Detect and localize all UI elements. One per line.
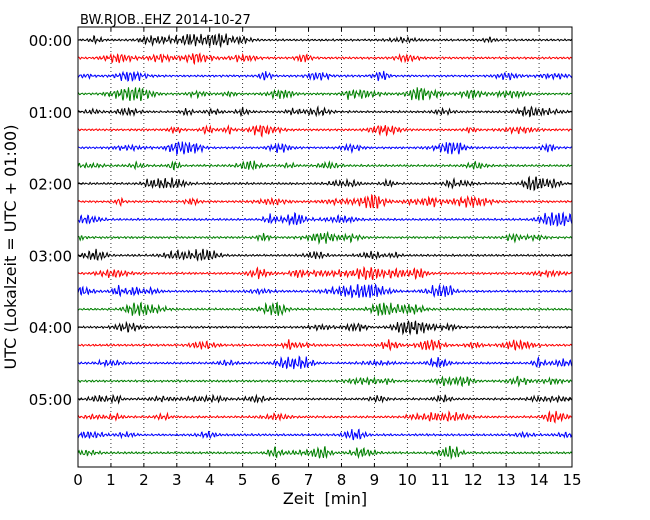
x-tick-label: 10 xyxy=(398,471,417,489)
x-tick-label: 4 xyxy=(205,471,215,489)
x-tick-label: 8 xyxy=(337,471,347,489)
x-tick-label: 7 xyxy=(304,471,314,489)
x-tick-label: 14 xyxy=(530,471,549,489)
vertical-grid xyxy=(110,27,540,467)
x-axis-label: Zeit [min] xyxy=(283,489,367,508)
x-tick-label: 2 xyxy=(139,471,149,489)
trace-0445 xyxy=(77,375,573,388)
trace-0030 xyxy=(77,70,573,82)
trace-0515 xyxy=(77,410,573,424)
trace-0115 xyxy=(77,124,573,138)
plot-frame xyxy=(77,26,573,468)
seismogram-traces xyxy=(77,33,573,460)
trace-0230 xyxy=(77,211,573,228)
trace-0200 xyxy=(77,175,573,192)
trace-0130 xyxy=(77,141,573,156)
trace-0530 xyxy=(77,428,573,441)
trace-0215 xyxy=(77,193,573,209)
trace-0300 xyxy=(77,248,573,262)
y-axis-ticks: 00:00 01:00 02:00 03:00 04:00 05:00 xyxy=(29,32,572,409)
trace-0430 xyxy=(77,355,573,370)
trace-0245 xyxy=(77,230,573,245)
y-tick-label: 03:00 xyxy=(29,247,72,265)
y-tick-label: 04:00 xyxy=(29,319,72,337)
x-axis-ticks: 0 1 2 3 4 5 6 7 8 9 10 11 12 13 14 15 xyxy=(73,27,582,489)
trace-0145 xyxy=(77,160,573,171)
y-axis-label: UTC (Lokalzeit = UTC + 01:00) xyxy=(1,125,20,370)
x-tick-label: 9 xyxy=(370,471,380,489)
trace-0100 xyxy=(77,105,573,118)
x-tick-label: 6 xyxy=(271,471,281,489)
y-tick-label: 00:00 xyxy=(29,32,72,50)
x-tick-label: 0 xyxy=(73,471,83,489)
x-tick-label: 1 xyxy=(106,471,116,489)
trace-0415 xyxy=(77,339,573,352)
x-tick-label: 13 xyxy=(497,471,516,489)
x-tick-label: 12 xyxy=(464,471,483,489)
trace-0545 xyxy=(77,445,573,460)
chart-title: BW.RJOB..EHZ 2014-10-27 xyxy=(80,13,251,28)
y-tick-label: 02:00 xyxy=(29,176,72,194)
x-tick-label: 15 xyxy=(562,471,581,489)
trace-0400 xyxy=(77,320,573,336)
x-tick-label: 5 xyxy=(238,471,248,489)
y-tick-label: 05:00 xyxy=(29,391,72,409)
trace-0045 xyxy=(77,87,573,101)
trace-0345 xyxy=(77,301,573,317)
trace-0000 xyxy=(77,33,573,49)
trace-0315 xyxy=(77,265,573,281)
x-tick-label: 11 xyxy=(431,471,450,489)
trace-0500 xyxy=(77,393,573,405)
y-tick-label: 01:00 xyxy=(29,104,72,122)
x-tick-label: 3 xyxy=(172,471,182,489)
trace-0015 xyxy=(77,52,573,66)
trace-0330 xyxy=(77,283,573,299)
